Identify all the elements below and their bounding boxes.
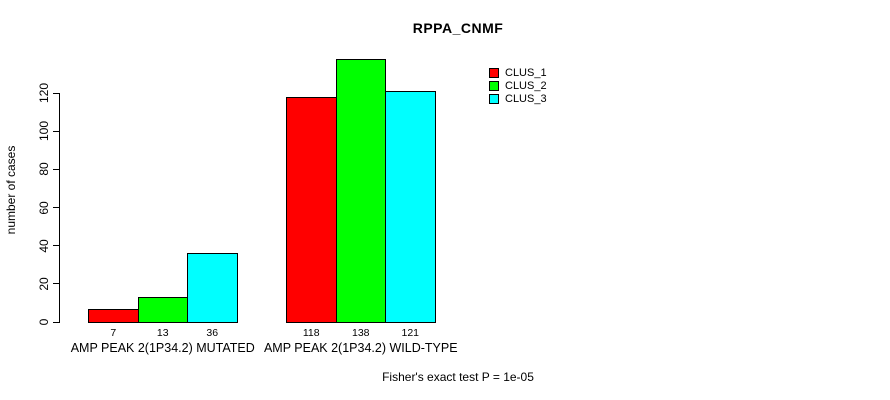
y-axis-title: number of cases [4, 145, 18, 235]
bar-clus_3-group2 [385, 91, 436, 323]
y-tick-mark [53, 168, 60, 170]
y-tick-mark [53, 245, 60, 247]
bar-clus_3-group1 [187, 253, 238, 323]
chart-title: RPPA_CNMF [412, 20, 504, 36]
y-tick-label: 40 [37, 238, 51, 253]
bar-value-label: 138 [351, 327, 370, 339]
bar-value-label: 7 [110, 327, 117, 339]
y-tick-mark [53, 92, 60, 94]
legend-item-clus_2: CLUS_2 [489, 79, 547, 92]
legend: CLUS_1 CLUS_2 CLUS_3 [489, 66, 547, 105]
bar-value-label: 118 [302, 327, 320, 339]
bar-clus_1-group1 [88, 308, 139, 323]
y-tick-mark [53, 283, 60, 285]
bar-value-label: 121 [401, 327, 420, 339]
legend-swatch-icon [489, 67, 499, 78]
bar-clus_2-group1 [137, 297, 188, 323]
y-tick-label: 20 [37, 277, 51, 291]
legend-item-clus_3: CLUS_3 [489, 92, 547, 105]
y-tick-label: 80 [37, 162, 51, 177]
y-tick-label: 120 [37, 82, 51, 104]
bar-value-label: 13 [156, 327, 169, 339]
legend-label: CLUS_1 [505, 66, 547, 79]
group-label: AMP PEAK 2(1P34.2) WILD-TYPE [263, 341, 458, 355]
legend-swatch-icon [489, 93, 499, 104]
bar-clus_1-group2 [286, 96, 337, 323]
y-tick-label: 60 [37, 200, 51, 215]
legend-item-clus_1: CLUS_1 [489, 66, 547, 79]
legend-swatch-icon [489, 80, 499, 91]
y-axis-line [59, 93, 60, 323]
bar-value-label: 36 [206, 327, 219, 339]
y-tick-label: 100 [37, 121, 51, 142]
y-tick-mark [53, 207, 60, 208]
group-label: AMP PEAK 2(1P34.2) MUTATED [70, 341, 255, 355]
bar-clus_2-group2 [335, 58, 386, 323]
footer-annotation: Fisher's exact test P = 1e-05 [382, 370, 534, 384]
y-tick-mark [53, 321, 60, 323]
legend-label: CLUS_2 [505, 79, 547, 92]
legend-label: CLUS_3 [505, 92, 547, 105]
y-tick-mark [53, 130, 60, 132]
y-tick-label: 0 [37, 318, 51, 326]
